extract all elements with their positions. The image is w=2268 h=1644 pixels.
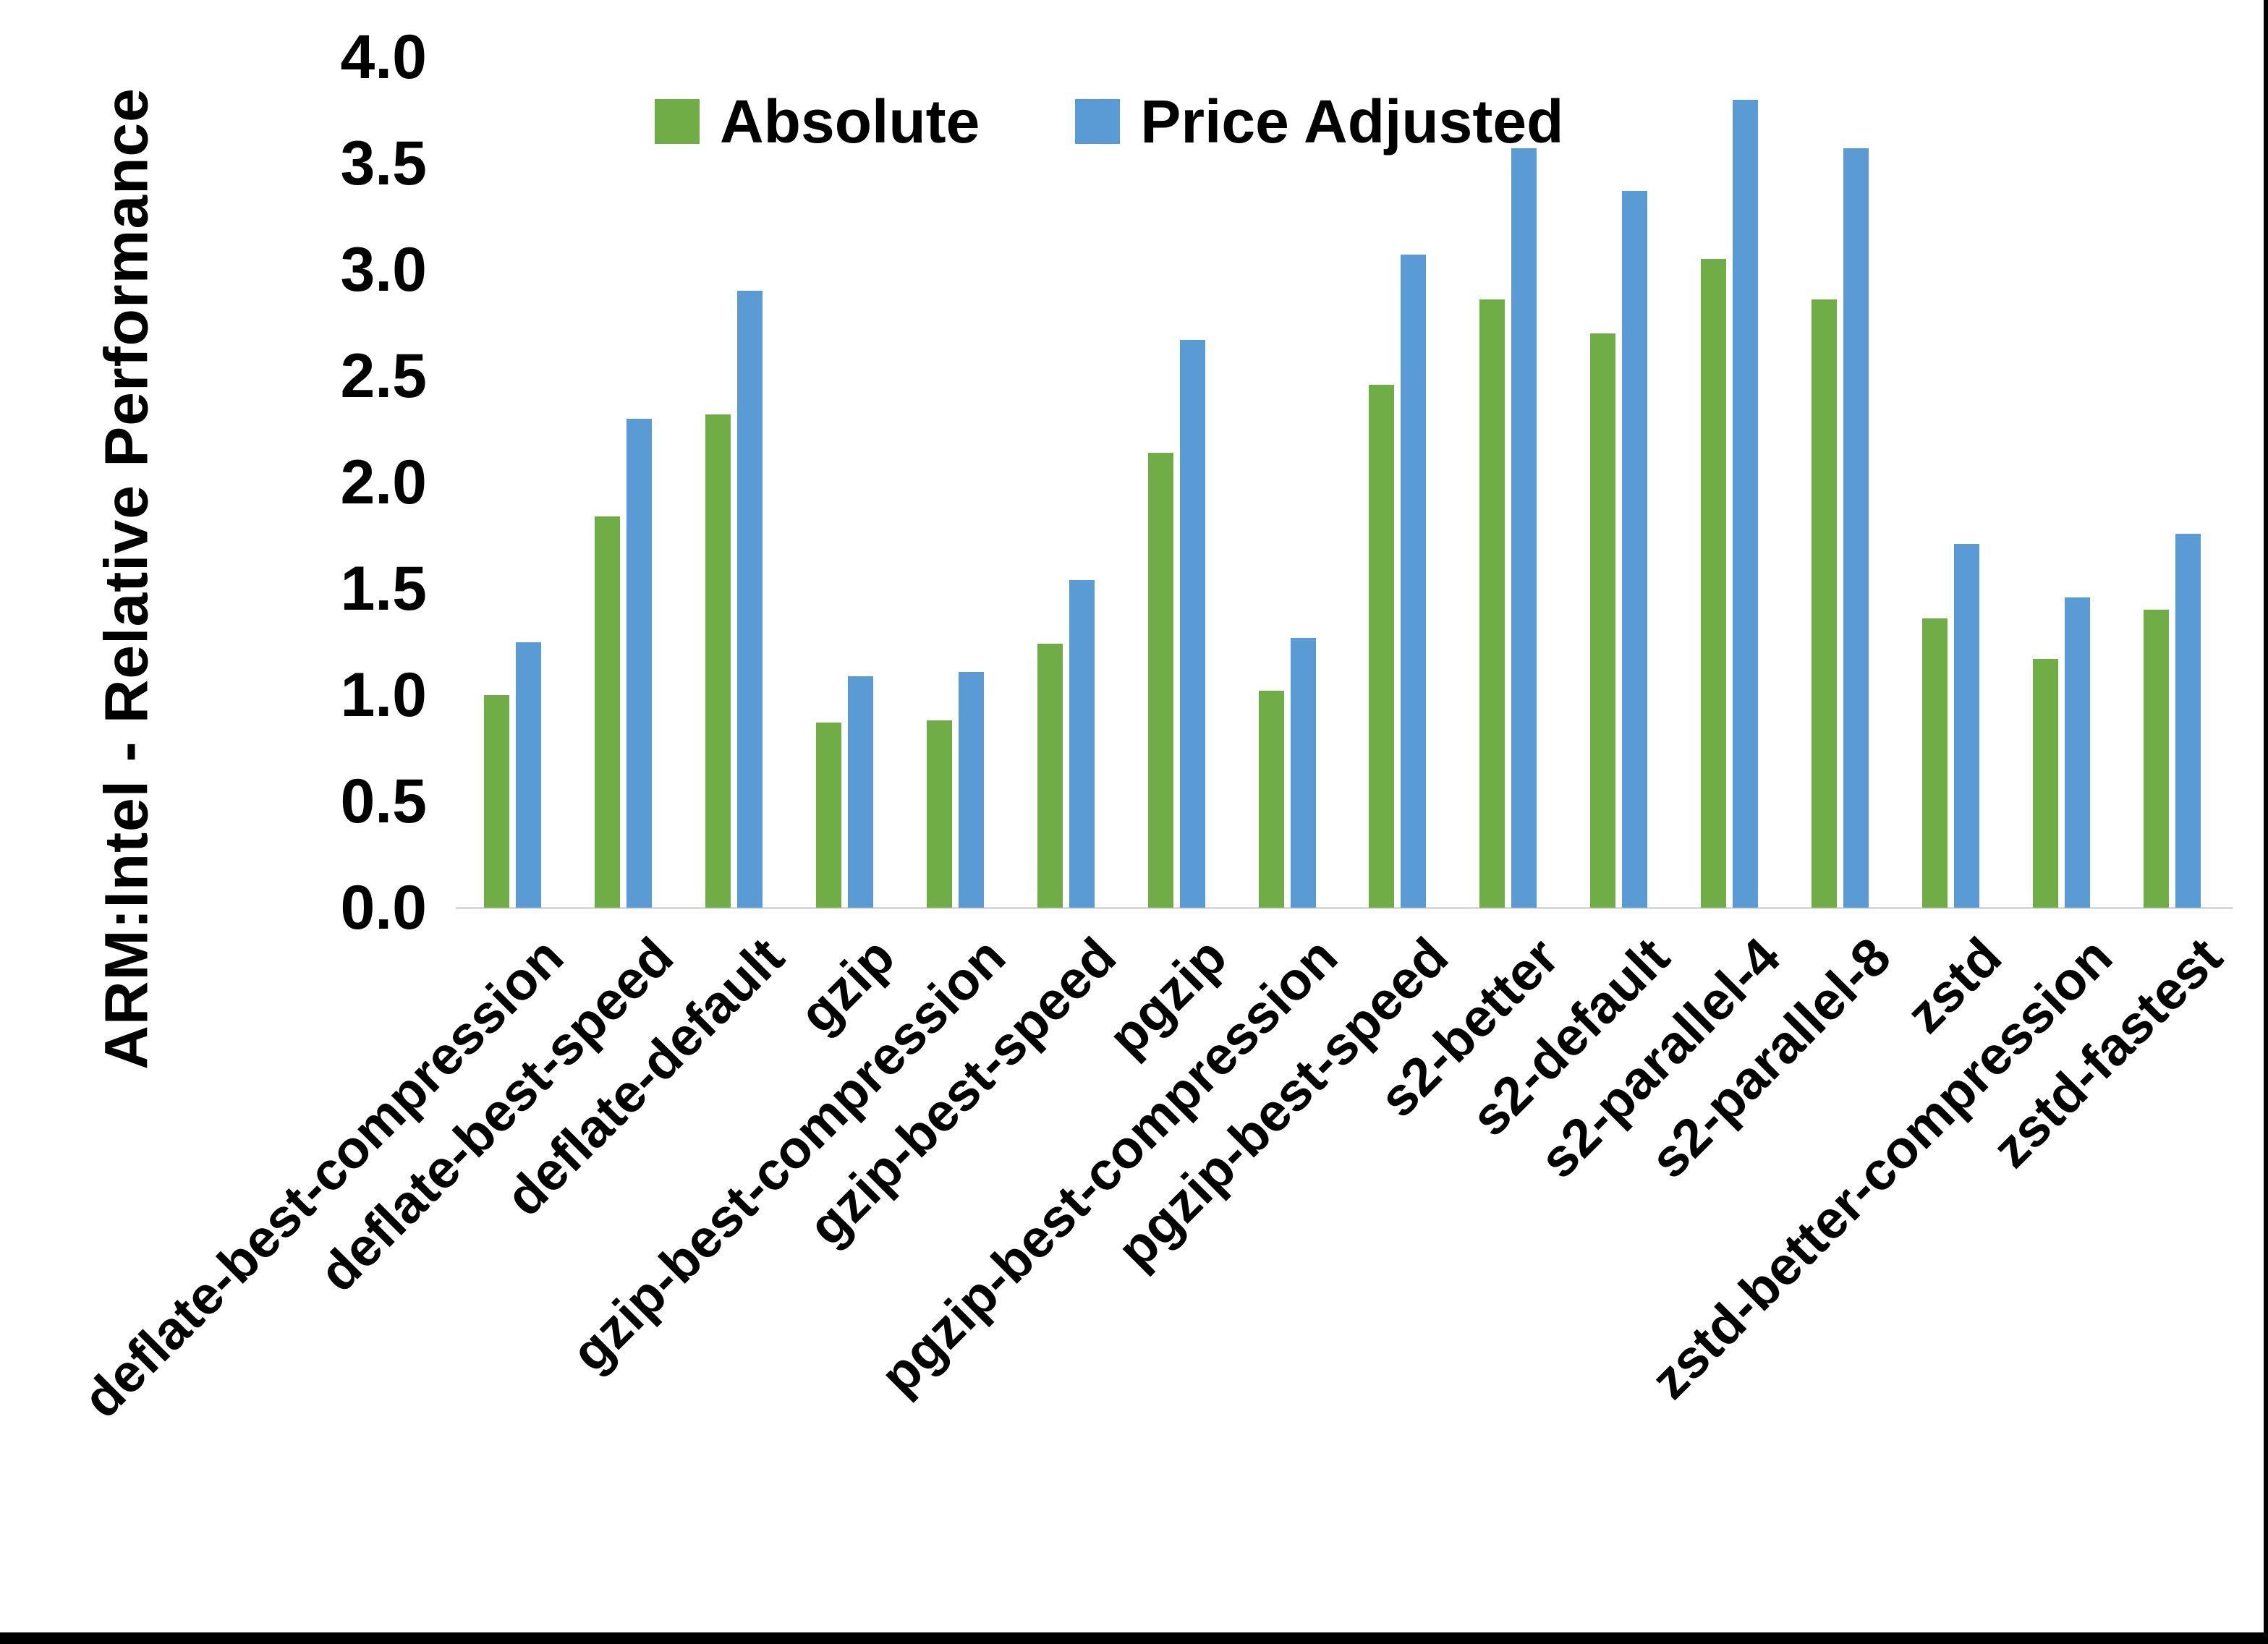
bar-absolute (1147, 452, 1173, 908)
bar-absolute (1922, 618, 1948, 908)
legend: Absolute Price Adjusted (655, 88, 1563, 156)
figure-border-right (2264, 0, 2268, 1644)
x-axis-line (456, 907, 2233, 909)
bar-price-adjusted (516, 642, 541, 908)
bar-absolute (1812, 299, 1838, 908)
legend-item-absolute: Absolute (655, 87, 980, 157)
legend-swatch-price-adjusted (1075, 99, 1121, 144)
bar-price-adjusted (2065, 597, 2091, 908)
y-tick-label: 3.0 (340, 235, 427, 304)
bar-price-adjusted (1843, 148, 1869, 908)
bar-price-adjusted (1954, 544, 1980, 908)
y-tick-label: 1.0 (340, 660, 427, 730)
bar-absolute (594, 516, 620, 908)
legend-item-price-adjusted: Price Adjusted (1075, 87, 1563, 157)
bar-price-adjusted (1401, 255, 1427, 908)
bar-absolute (484, 695, 509, 908)
bar-price-adjusted (1511, 148, 1537, 908)
y-tick-label: 2.0 (340, 448, 427, 517)
bar-absolute (2033, 659, 2059, 908)
bar-price-adjusted (1290, 637, 1316, 908)
bar-absolute (1479, 299, 1505, 908)
y-tick-label: 2.5 (340, 341, 427, 411)
bar-absolute (1037, 644, 1063, 908)
legend-swatch-absolute (655, 99, 700, 144)
bar-price-adjusted (2175, 533, 2201, 908)
bar-absolute (1701, 259, 1727, 908)
y-tick-label: 0.5 (340, 767, 427, 836)
bar-price-adjusted (1622, 191, 1648, 908)
bar-price-adjusted (736, 291, 763, 908)
y-tick-label: 1.5 (340, 554, 427, 623)
legend-label: Absolute (720, 87, 980, 156)
bar-price-adjusted (626, 418, 652, 908)
bar-absolute (1590, 333, 1616, 908)
y-tick-label: 0.0 (340, 873, 427, 942)
bar-absolute (1369, 384, 1395, 908)
y-tick-label: 3.5 (340, 129, 427, 198)
bar-absolute (1258, 691, 1284, 908)
bar-absolute (705, 414, 731, 908)
bar-price-adjusted (1069, 580, 1095, 908)
figure-border-bottom (0, 1632, 2268, 1644)
bar-absolute (815, 723, 841, 908)
y-tick-label: 4.0 (340, 22, 427, 92)
bar-absolute (2143, 610, 2169, 908)
bar-absolute (926, 720, 952, 908)
bar-price-adjusted (847, 676, 873, 908)
bar-price-adjusted (1733, 99, 1759, 908)
bar-price-adjusted (958, 671, 984, 908)
bar-price-adjusted (1179, 340, 1205, 908)
legend-label: Price Adjusted (1140, 87, 1564, 156)
